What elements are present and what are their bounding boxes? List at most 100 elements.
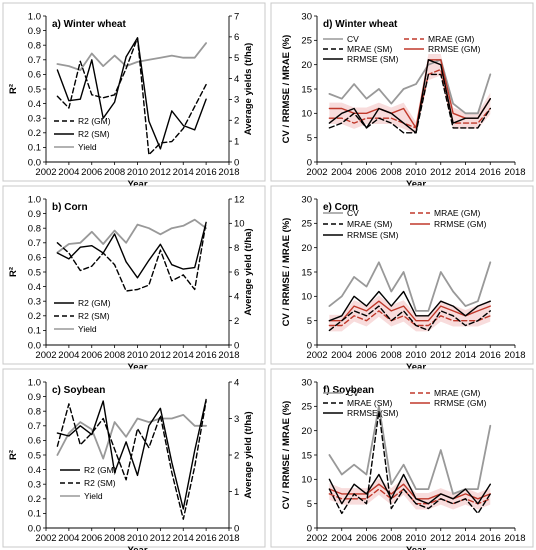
chart-panel-b: 2002 2004 2006 2008 2010 2012 2014 2016 20180.00… [2,185,266,373]
y-tick-label: 0.8 [28,407,41,418]
panel-frame [270,368,534,548]
series-line-r2-gm [56,37,207,156]
x-axis-title: Year [127,545,147,550]
y-axis-title: CV / RRMSE / MRAE (%) [281,35,292,144]
y-tick-label: 25 [301,36,312,47]
x-tick-label: 2006 [356,350,377,361]
y-tick-label: 0.8 [28,224,41,235]
y2-tick-label: 4 [234,292,239,303]
panel-frame [2,185,266,365]
y2-tick-label: 2 [234,450,239,461]
legend-label: Yield [78,142,97,152]
y-tick-label: 0.0 [28,157,41,168]
y2-tick-label: 10 [234,219,245,230]
series-line-mrae-gm [328,68,491,129]
series-line-rrmse-gm [328,483,491,500]
y-tick-label: 1.0 [28,194,41,205]
x-tick-label: 2016 [196,167,217,178]
x-tick-label: 2006 [81,350,102,361]
y-tick-label: 0.5 [28,267,41,278]
series-line-r2-sm [56,221,207,292]
x-tick-label: 2014 [173,533,194,544]
y-axis-title: R² [8,267,19,277]
panel-title: e) Corn [323,202,358,213]
y-tick-label: 25 [301,402,312,413]
y-tick-label: 5 [307,499,312,510]
x-tick-label: 2004 [331,533,352,544]
x-tick-label: 2006 [81,533,102,544]
x-tick-label: 2012 [430,533,451,544]
series-line-rrmse-sm [328,290,491,322]
y2-tick-label: 0 [234,523,239,534]
x-tick-label: 2010 [405,167,426,178]
x-tick-label: 2012 [150,533,171,544]
chart-panel-c: 2002 2004 2006 2008 2010 2012 2014 2016 20180.00… [2,368,266,550]
x-tick-label: 2018 [504,350,525,361]
y-axis-title: CV / RRMSE / MRAE (%) [281,218,292,327]
legend-label: CV [347,34,359,44]
series-line-r2-sm [56,400,207,520]
y-tick-label: 20 [301,60,312,71]
x-tick-label: 2006 [81,167,102,178]
x-tick-label: 2008 [381,350,402,361]
x-tick-label: 2014 [455,167,476,178]
x-tick-label: 2008 [104,533,125,544]
series-line-r2-gm [56,398,207,510]
y-tick-label: 0.6 [28,253,41,264]
y-tick-label: 0.9 [28,209,41,220]
x-tick-label: 2010 [405,533,426,544]
y-tick-label: 0 [307,340,312,351]
legend-label: MRAE (GM) [434,388,480,398]
x-tick-label: 2018 [504,167,525,178]
y2-axis-title: Average yield (t/ha) [243,411,254,498]
legend-label: Yield [84,491,103,501]
y-tick-label: 0.7 [28,421,41,432]
series-line-mrae-sm [328,305,491,332]
y-tick-label: 0.3 [28,480,41,491]
y-tick-label: 30 [301,11,312,22]
chart-panel-a: 2002 2004 2006 2008 2010 2012 2014 2016 20180.00… [2,2,266,190]
y2-tick-label: 0 [234,340,239,351]
panel-title: c) Soybean [52,385,105,396]
y-tick-label: 0.7 [28,55,41,66]
x-axis-title: Year [127,362,147,373]
x-tick-label: 2014 [455,350,476,361]
x-tick-label: 2004 [58,350,79,361]
y2-axis-title: Average yield (t/ha) [243,228,254,315]
series-line-mrae-sm [328,410,491,515]
y-tick-label: 10 [301,475,312,486]
y-tick-label: 0.9 [28,26,41,37]
panel-frame [2,2,266,182]
series-line-cv [328,58,492,115]
legend-label: RRMSE (SM) [347,408,399,418]
y-tick-label: 0 [307,523,312,534]
y-tick-label: 0.6 [28,436,41,447]
x-tick-label: 2010 [127,533,148,544]
y-tick-label: 0.5 [28,84,41,95]
y2-tick-label: 7 [234,11,239,22]
x-tick-label: 2014 [455,533,476,544]
x-tick-label: 2002 [306,350,327,361]
x-tick-label: 2012 [150,167,171,178]
y-tick-label: 0.4 [28,282,41,293]
series-line-yield [56,413,208,460]
y-tick-label: 0.2 [28,311,41,322]
y2-tick-label: 1 [234,487,239,498]
legend-label: RRMSE (GM) [434,398,487,408]
x-tick-label: 2012 [150,350,171,361]
y-tick-label: 0.4 [28,99,41,110]
x-tick-label: 2016 [480,167,501,178]
y2-tick-label: 4 [234,74,239,85]
x-tick-label: 2002 [35,167,56,178]
x-axis-title: Year [406,545,426,550]
legend-label: CV [347,208,359,218]
legend-label: Yield [78,324,97,334]
panel-title: d) Winter wheat [323,19,398,30]
legend-label: MRAE (SM) [347,44,393,54]
y-tick-label: 25 [301,219,312,230]
y-tick-label: 10 [301,292,312,303]
y-tick-label: 10 [301,109,312,120]
y-axis-title: R² [8,84,19,94]
y2-tick-label: 0 [234,157,239,168]
y-tick-label: 15 [301,450,312,461]
